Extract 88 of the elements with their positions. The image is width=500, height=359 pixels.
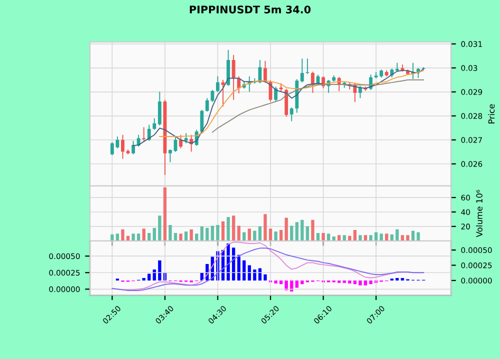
bar bbox=[358, 235, 362, 241]
bar bbox=[380, 234, 383, 241]
bar bbox=[300, 220, 304, 241]
bar bbox=[110, 234, 114, 241]
bar bbox=[274, 231, 278, 241]
bar bbox=[179, 234, 182, 241]
bar bbox=[369, 235, 372, 241]
bar bbox=[338, 280, 341, 283]
bar bbox=[322, 232, 325, 241]
bar bbox=[326, 234, 330, 241]
bar bbox=[364, 235, 368, 241]
bar bbox=[311, 220, 314, 241]
candlestick bbox=[216, 76, 220, 92]
bar bbox=[369, 280, 372, 284]
bar bbox=[396, 229, 399, 241]
bar bbox=[342, 280, 346, 283]
bar bbox=[358, 280, 362, 286]
bar bbox=[226, 217, 230, 241]
bar bbox=[232, 216, 236, 241]
candlestick bbox=[300, 58, 304, 83]
y-axis-title: Price bbox=[488, 104, 495, 124]
bar bbox=[385, 234, 388, 241]
bar bbox=[206, 228, 209, 241]
bar bbox=[152, 228, 156, 241]
bar bbox=[279, 280, 283, 284]
candlestick bbox=[147, 124, 151, 142]
bar bbox=[200, 226, 204, 241]
bar bbox=[406, 235, 410, 241]
candlestick bbox=[152, 118, 156, 130]
bar bbox=[264, 274, 267, 280]
bar bbox=[216, 224, 220, 241]
bar bbox=[279, 230, 283, 241]
bar bbox=[306, 226, 310, 241]
bar bbox=[400, 235, 404, 241]
bar bbox=[274, 280, 278, 284]
candlestick bbox=[274, 86, 278, 102]
candlestick bbox=[158, 91, 162, 126]
candlestick bbox=[121, 134, 124, 160]
bar bbox=[248, 228, 251, 241]
candlestick bbox=[306, 58, 310, 74]
bar bbox=[342, 235, 346, 241]
bar bbox=[242, 232, 246, 241]
bar bbox=[353, 280, 357, 284]
candlestick bbox=[258, 60, 262, 84]
bar bbox=[132, 234, 135, 241]
chart-title: PIPPINUSDT 5m 34.0 bbox=[190, 6, 311, 14]
candlestick bbox=[168, 149, 172, 163]
bar bbox=[348, 280, 352, 284]
bar bbox=[295, 280, 298, 288]
candlestick bbox=[179, 134, 182, 149]
bar bbox=[121, 229, 124, 241]
bar bbox=[338, 235, 341, 241]
bar bbox=[195, 234, 198, 241]
bar bbox=[300, 280, 304, 284]
candlestick bbox=[290, 107, 294, 122]
candlestick bbox=[264, 60, 267, 84]
candlestick bbox=[232, 54, 236, 100]
bar bbox=[253, 230, 256, 241]
candlestick bbox=[132, 140, 135, 155]
candlestick bbox=[311, 71, 314, 94]
candlestick bbox=[184, 132, 188, 144]
bar bbox=[264, 214, 267, 241]
bar bbox=[295, 222, 298, 241]
bar bbox=[353, 230, 357, 241]
candlestick bbox=[142, 126, 146, 142]
bar bbox=[416, 232, 420, 241]
bar bbox=[364, 280, 368, 286]
bar bbox=[142, 228, 146, 241]
bar bbox=[226, 243, 230, 280]
bar bbox=[116, 234, 120, 241]
candlestick bbox=[358, 85, 362, 99]
bar bbox=[168, 224, 172, 241]
bar bbox=[237, 226, 240, 241]
bar bbox=[253, 270, 256, 280]
candlestick bbox=[237, 76, 241, 94]
bar bbox=[158, 216, 162, 241]
bar bbox=[190, 229, 193, 241]
bar bbox=[290, 226, 294, 241]
bar bbox=[136, 234, 140, 241]
bar bbox=[221, 221, 225, 241]
bar bbox=[258, 226, 262, 241]
y-axis-title: Volume 10⁶ bbox=[476, 190, 482, 238]
bar bbox=[374, 232, 378, 241]
bar bbox=[268, 228, 272, 241]
bar bbox=[148, 274, 151, 280]
bar bbox=[284, 218, 288, 241]
bar bbox=[210, 226, 214, 241]
bar bbox=[184, 231, 188, 241]
